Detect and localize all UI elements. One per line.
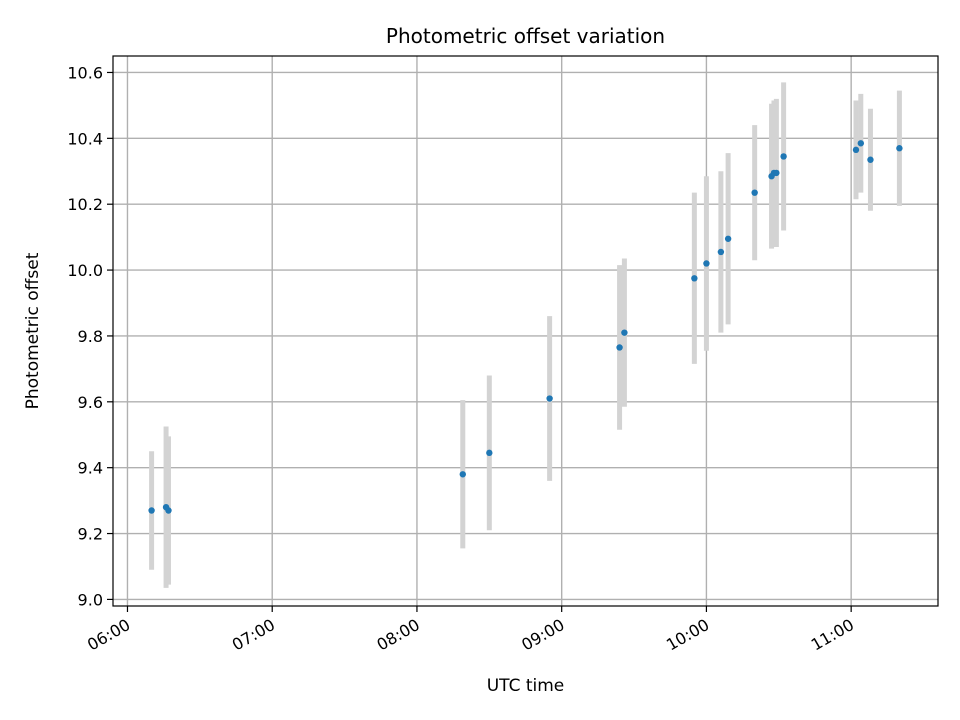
x-tick-label: 10:00 <box>663 615 712 655</box>
x-tick-label: 11:00 <box>808 615 857 655</box>
data-point <box>486 449 493 457</box>
error-bars <box>149 82 902 588</box>
data-point <box>896 145 903 152</box>
data-point <box>852 146 860 154</box>
y-axis: 9.0 9.2 9.4 9.6 9.8 10.0 10.2 10.4 10.6 <box>67 63 113 609</box>
data-point <box>621 329 628 336</box>
y-tick-label: 9.0 <box>78 590 103 609</box>
data-points <box>148 140 903 514</box>
chart-title: Photometric offset variation <box>386 24 665 48</box>
y-tick-label: 9.8 <box>78 327 103 346</box>
grid <box>113 56 938 606</box>
y-tick-label: 10.2 <box>67 195 103 214</box>
x-tick-label: 06:00 <box>84 615 133 655</box>
x-axis: 06:00 07:00 08:00 09:00 10:00 11:00 <box>84 606 857 655</box>
data-point <box>703 260 710 267</box>
y-tick-label: 10.0 <box>67 261 103 280</box>
x-axis-title: UTC time <box>487 676 565 696</box>
data-point <box>717 248 725 256</box>
x-tick-label: 07:00 <box>229 615 278 655</box>
y-tick-label: 10.4 <box>67 129 103 148</box>
x-tick-label: 08:00 <box>374 615 423 655</box>
data-point <box>165 507 172 514</box>
data-point <box>546 395 553 402</box>
data-point <box>724 235 732 242</box>
data-point <box>857 140 865 147</box>
data-point <box>780 153 787 160</box>
plot-area-frame <box>112 55 939 607</box>
data-point <box>616 344 623 351</box>
data-point <box>867 156 874 163</box>
x-tick-label: 09:00 <box>518 615 567 655</box>
data-point <box>773 169 780 177</box>
data-point <box>459 471 466 478</box>
y-tick-label: 10.6 <box>67 63 103 82</box>
data-point <box>751 189 758 196</box>
y-axis-title: Photometric offset <box>23 252 43 409</box>
data-point <box>691 275 698 282</box>
y-tick-label: 9.6 <box>78 393 103 412</box>
y-tick-label: 9.4 <box>78 459 103 478</box>
y-tick-label: 9.2 <box>78 525 103 544</box>
data-point <box>148 507 155 514</box>
